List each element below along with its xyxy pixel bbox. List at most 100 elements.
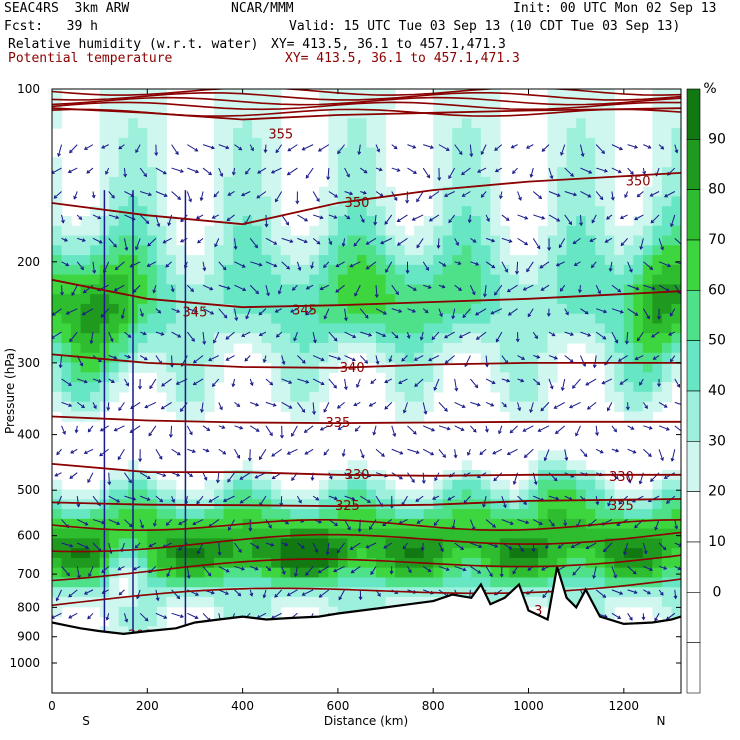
rh-cell <box>395 391 406 403</box>
rh-cell <box>147 157 158 168</box>
rh-cell <box>576 499 587 510</box>
rh-cell <box>366 264 377 276</box>
wind-arrowhead <box>376 148 381 153</box>
wind-vector <box>589 237 597 242</box>
rh-cell <box>90 528 101 539</box>
rh-cell <box>80 538 91 549</box>
rh-cell <box>490 557 501 569</box>
rh-cell <box>147 548 158 559</box>
rh-cell <box>175 548 187 559</box>
rh-cell <box>280 499 291 510</box>
rh-cell <box>423 489 434 500</box>
wind-vector <box>305 308 314 316</box>
rh-cell <box>252 225 263 237</box>
wind-arrowhead <box>333 568 337 573</box>
wind-arrowhead <box>165 522 170 526</box>
rh-cell <box>347 303 358 315</box>
wind-vector <box>401 355 408 362</box>
rh-cell <box>299 557 310 569</box>
rh-cell <box>385 98 396 110</box>
wind-arrowhead <box>83 450 88 455</box>
wind-vector <box>136 589 141 599</box>
wind-arrowhead <box>361 219 365 223</box>
rh-cell <box>318 352 329 364</box>
rh-cell <box>595 118 606 129</box>
rh-cell <box>652 333 663 344</box>
rh-cell <box>671 274 681 285</box>
rh-cell <box>471 284 482 295</box>
wind-vector <box>312 237 320 245</box>
wind-vector <box>92 261 95 273</box>
rh-cell <box>414 303 425 315</box>
rh-cell <box>80 382 91 393</box>
rh-cell <box>347 264 358 276</box>
wind-vector <box>108 214 119 219</box>
wind-vector <box>407 448 420 454</box>
wind-arrowhead <box>70 450 74 454</box>
rh-cell <box>80 401 91 412</box>
rh-cell <box>147 606 158 618</box>
rh-cell <box>595 587 606 598</box>
rh-cell <box>261 157 272 168</box>
wind-vector <box>155 495 163 502</box>
wind-vector <box>342 449 346 457</box>
rh-cell <box>337 274 349 285</box>
rh-cell <box>242 323 253 334</box>
wind-arrowhead <box>554 430 559 435</box>
rh-cell <box>604 274 615 285</box>
wind-vector <box>208 495 220 503</box>
rh-cell <box>309 303 320 315</box>
wind-vector <box>501 237 512 243</box>
rh-cell <box>261 176 272 188</box>
rh-cell <box>71 245 82 256</box>
rh-cell <box>156 284 167 295</box>
wind-vector <box>108 191 115 199</box>
wind-vector <box>359 355 368 364</box>
rh-cell <box>318 186 329 198</box>
rh-cell <box>480 118 491 129</box>
theta-contour-350 <box>52 172 681 226</box>
rh-cell <box>366 499 377 510</box>
rh-cell <box>61 587 72 598</box>
rh-cell <box>452 167 463 178</box>
rh-cell <box>356 557 368 569</box>
wind-arrowhead <box>175 151 179 156</box>
rh-cell <box>642 518 654 530</box>
wind-vector <box>225 331 235 340</box>
wind-vector <box>324 308 330 319</box>
wind-vector <box>560 284 566 292</box>
rh-cell <box>652 294 663 305</box>
wind-vector <box>337 144 345 154</box>
wind-arrowhead <box>674 149 679 154</box>
rh-cell <box>223 606 234 618</box>
rh-cell <box>318 89 329 100</box>
wind-arrowhead <box>262 359 267 364</box>
wind-vector <box>484 285 487 297</box>
wind-arrowhead <box>639 381 643 386</box>
rh-cell <box>385 303 396 315</box>
rh-cell <box>490 176 501 188</box>
valid-time: Valid: 15 UTC Tue 03 Sep 13 (10 CDT Tue … <box>289 19 681 34</box>
rh-cell <box>499 352 511 364</box>
wind-arrowhead <box>490 402 495 407</box>
wind-arrowhead <box>69 475 74 479</box>
rh-cell <box>328 323 339 334</box>
wind-vector <box>422 472 425 484</box>
rh-cell <box>490 98 501 110</box>
rh-cell <box>433 382 444 393</box>
wind-vector <box>438 261 446 267</box>
wind-arrowhead <box>601 380 606 385</box>
rh-cell <box>299 401 310 412</box>
rh-cell <box>471 147 482 158</box>
rh-cell <box>223 587 234 598</box>
rh-cell <box>156 196 167 207</box>
rh-cell <box>118 372 129 383</box>
rh-cell <box>309 587 320 598</box>
wind-arrowhead <box>634 144 639 149</box>
rh-cell <box>61 372 72 383</box>
rh-cell <box>214 587 225 598</box>
wind-arrowhead <box>395 291 399 296</box>
rh-cell <box>137 196 148 207</box>
rh-cell <box>261 577 272 588</box>
wind-vector <box>92 378 102 383</box>
